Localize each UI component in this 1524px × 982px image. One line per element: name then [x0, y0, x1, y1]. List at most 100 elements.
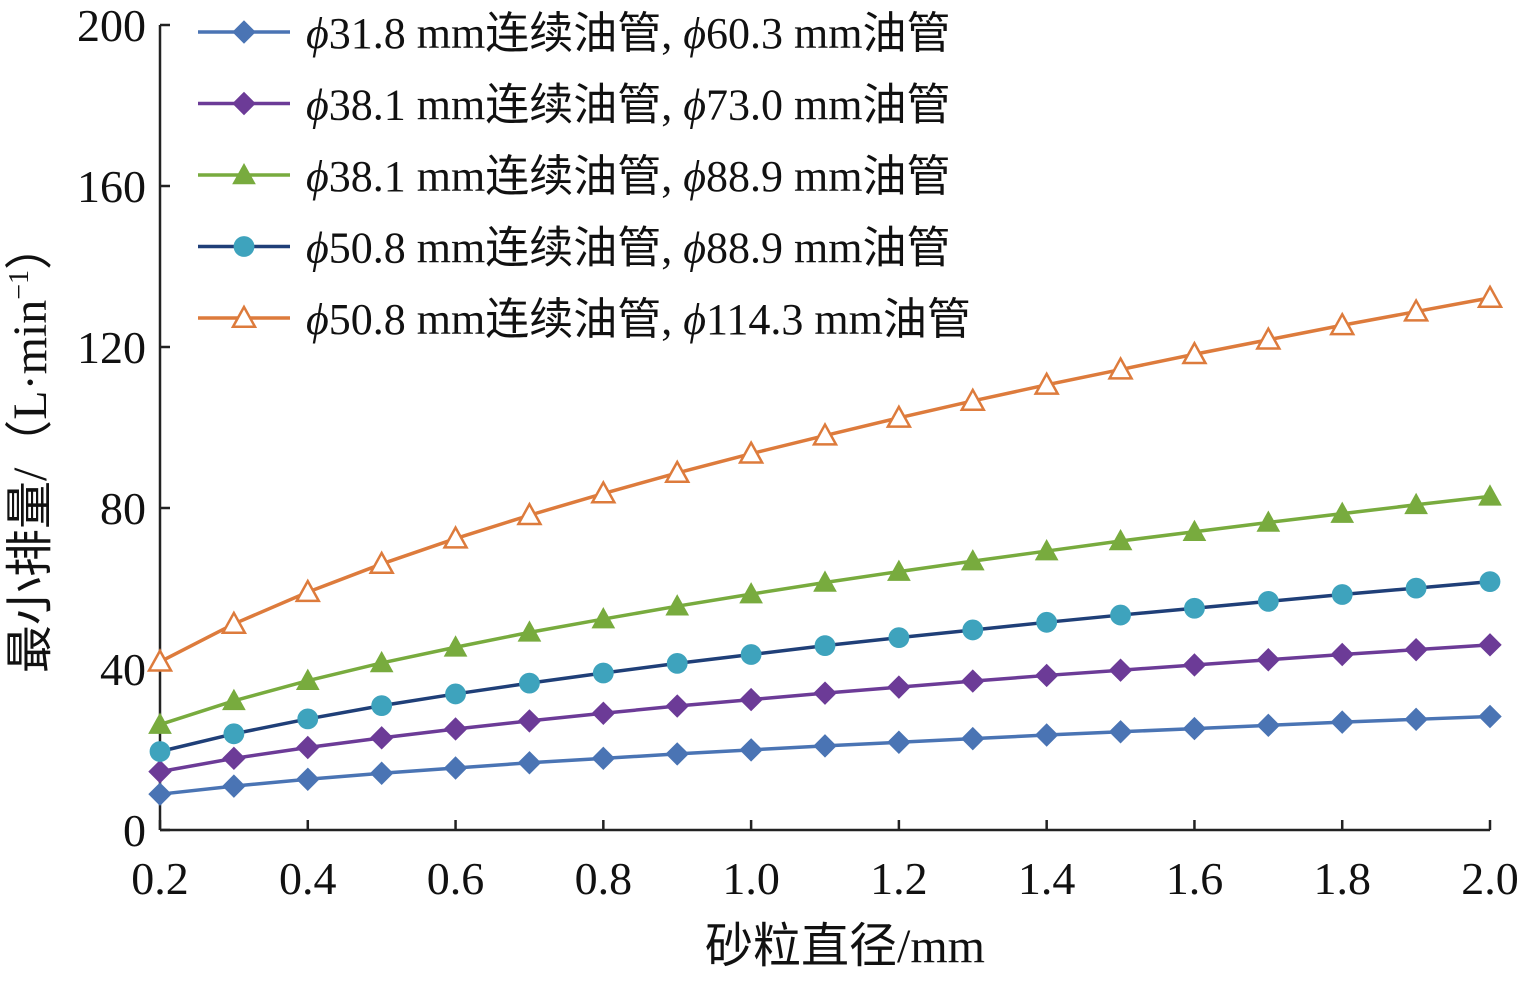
- series-marker: [146, 648, 174, 672]
- series-marker: [517, 709, 542, 733]
- series-marker: [1033, 371, 1060, 395]
- x-tick-label: 1.2: [870, 853, 928, 904]
- series-marker: [294, 578, 321, 603]
- y-axis-title-close: ）: [4, 222, 57, 270]
- series-marker: [1034, 539, 1059, 561]
- series-marker: [296, 767, 320, 791]
- series-marker: [665, 742, 689, 766]
- y-tick-label: 0: [123, 805, 146, 856]
- y-tick-label: 80: [100, 483, 146, 534]
- series-3: [148, 484, 1502, 734]
- series-marker: [1404, 707, 1428, 732]
- series-marker: [1405, 577, 1427, 599]
- series-marker: [1329, 311, 1356, 336]
- legend-label: ϕ50.8 mm连续油管, ϕ114.3 mm油管: [306, 295, 971, 344]
- legend-label-part: 50.8 mm连续油管,: [329, 224, 683, 273]
- series-marker: [664, 459, 691, 484]
- y-tick-label: 160: [77, 161, 146, 212]
- y-tick-label: 40: [100, 644, 146, 695]
- series-marker: [296, 735, 320, 760]
- series-marker: [591, 701, 616, 725]
- series-marker: [885, 404, 913, 428]
- legend-item: ϕ38.1 mm连续油管, ϕ73.0 mm油管: [198, 81, 950, 130]
- plot-area: 0.2 0.4 0.6 0.8 1.0 1.2 1.4 1.6 1.8 2.0 0 40 80 120 1…: [77, 0, 1519, 904]
- series-marker: [739, 738, 763, 762]
- legend-label-part: 60.3 mm油管: [706, 9, 950, 58]
- legend-phi: ϕ: [683, 295, 706, 344]
- series-marker: [887, 675, 911, 699]
- series-marker: [222, 746, 246, 771]
- series-marker: [1476, 284, 1504, 308]
- series-marker: [739, 582, 763, 604]
- series-marker: [1330, 642, 1354, 667]
- legend-item: ϕ31.8 mm连续油管, ϕ60.3 mm油管: [198, 9, 950, 58]
- legend-label-part: 73.0 mm油管: [706, 81, 950, 130]
- x-axis-title: 砂粒直径/mm: [705, 920, 985, 973]
- series-marker: [1256, 648, 1281, 672]
- series-marker: [590, 479, 617, 504]
- legend-phi: ϕ: [306, 152, 329, 201]
- legend-label-part: 38.1 mm连续油管,: [329, 152, 683, 201]
- x-tick-label: 0.4: [279, 853, 337, 904]
- legend-phi: ϕ: [306, 81, 329, 130]
- y-tick-label: 120: [77, 322, 146, 373]
- series-marker: [1404, 492, 1428, 515]
- series-marker: [149, 741, 171, 762]
- series-marker: [887, 559, 911, 581]
- legend-label-part: 38.1 mm连续油管,: [329, 81, 683, 130]
- series-marker: [888, 627, 910, 649]
- legend-item: ϕ50.8 mm连续油管, ϕ88.9 mm油管: [198, 224, 950, 273]
- series-marker: [443, 717, 468, 741]
- series-marker: [665, 694, 689, 718]
- series-marker: [519, 672, 540, 694]
- series-marker: [1331, 584, 1353, 605]
- series-marker: [1257, 590, 1279, 612]
- y-tick-label: 200: [77, 0, 146, 51]
- series-marker: [1034, 663, 1059, 688]
- series-marker: [1182, 653, 1207, 677]
- series-marker: [222, 688, 246, 711]
- series-marker: [1256, 510, 1281, 532]
- series-marker: [961, 726, 985, 751]
- legend-phi: ϕ: [306, 9, 329, 58]
- x-tick-label: 2.0: [1461, 853, 1519, 904]
- series-marker: [1182, 519, 1207, 542]
- series-marker: [1107, 355, 1134, 380]
- series-marker: [814, 635, 836, 657]
- series-marker: [887, 730, 911, 754]
- series-marker: [1108, 528, 1133, 551]
- series-marker: [962, 619, 984, 641]
- series-marker: [811, 421, 839, 446]
- series-2: [148, 633, 1502, 784]
- x-tick-label: 1.4: [1018, 853, 1076, 904]
- legend-item: ϕ38.1 mm连续油管, ϕ88.9 mm油管: [198, 152, 950, 201]
- series-marker: [233, 236, 255, 257]
- x-tick-label: 0.2: [131, 853, 189, 904]
- y-axis-title: 最小排量/（L·min−1）: [4, 222, 57, 673]
- series-marker: [1479, 571, 1501, 593]
- series-marker: [813, 681, 837, 705]
- legend-label-part: 31.8 mm连续油管,: [329, 9, 683, 58]
- series-marker: [737, 440, 765, 464]
- series-line: [159, 296, 1491, 664]
- legend-label: ϕ38.1 mm连续油管, ϕ73.0 mm油管: [306, 81, 950, 130]
- series-marker: [371, 695, 393, 717]
- y-axis-ticks: 0 40 80 120 160 200: [77, 0, 170, 856]
- series-marker: [1478, 633, 1502, 657]
- series-5: [146, 284, 1504, 672]
- series-marker: [369, 650, 394, 673]
- series-marker: [232, 20, 256, 44]
- series-marker: [220, 610, 248, 634]
- series-marker: [232, 91, 256, 116]
- y-axis-title-superscript: −1: [4, 270, 35, 300]
- series-marker: [1036, 611, 1058, 633]
- series-marker: [1330, 710, 1354, 734]
- series-marker: [1182, 716, 1207, 741]
- series-marker: [1108, 720, 1133, 744]
- series-marker: [1255, 326, 1282, 350]
- series-marker: [813, 570, 837, 592]
- legend-phi: ϕ: [683, 224, 706, 273]
- series-marker: [959, 387, 986, 411]
- series-marker: [368, 550, 395, 574]
- series-layer: [146, 284, 1504, 806]
